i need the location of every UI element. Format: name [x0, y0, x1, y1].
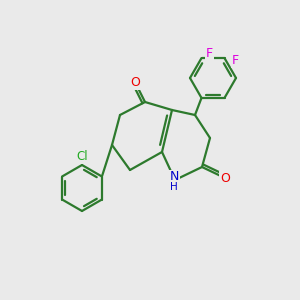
Text: Cl: Cl — [76, 151, 88, 164]
Text: H: H — [170, 182, 178, 192]
Text: O: O — [220, 172, 230, 184]
Text: F: F — [232, 54, 239, 67]
Text: F: F — [206, 46, 213, 60]
Text: O: O — [130, 76, 140, 88]
Text: N: N — [169, 170, 179, 184]
